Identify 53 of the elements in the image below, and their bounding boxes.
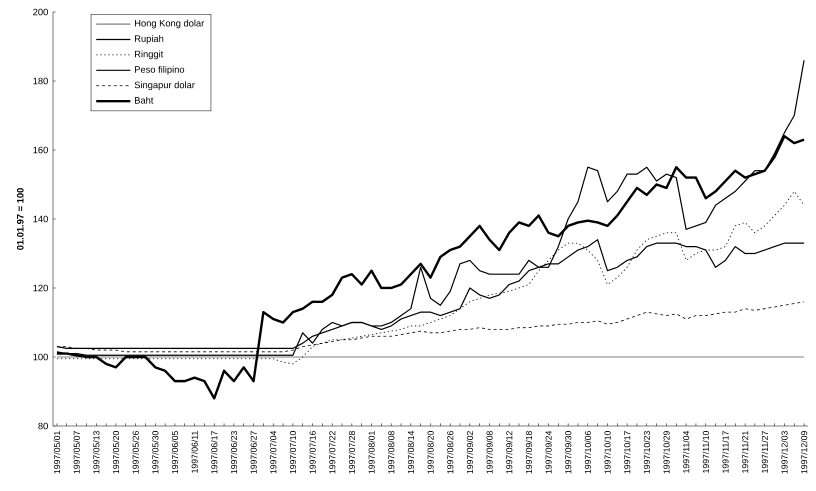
x-tick-label: 1997/06/27 — [250, 431, 257, 474]
legend-label: Peso filipino — [135, 66, 184, 75]
x-tick-label: 1997/06/11 — [191, 431, 198, 473]
x-tick-label: 1997/09/30 — [564, 431, 572, 474]
y-tick-label: 100 — [33, 354, 48, 360]
x-tick-label: 1997/11/17 — [722, 431, 729, 473]
y-tick-label: 200 — [33, 8, 48, 16]
x-tick-label: 1997/05/20 — [112, 431, 120, 474]
y-tick-label: 80 — [38, 422, 48, 430]
x-tick-label: 1997/05/13 — [93, 431, 100, 474]
x-tick-label: 1997/08/14 — [408, 430, 414, 474]
y-tick-label: 120 — [33, 284, 48, 292]
x-tick-label: 1997/07/28 — [348, 431, 356, 474]
x-tick-label: 1997/07/16 — [309, 431, 316, 474]
y-tick-label: 140 — [33, 216, 48, 222]
x-tick-label: 1997/09/24 — [545, 430, 552, 474]
legend-label: Hong Kong dolar — [135, 20, 204, 28]
x-tick-label: 1997/05/07 — [73, 431, 80, 474]
x-tick-label: 1997/05/30 — [152, 431, 158, 474]
x-tick-label: 1997/09/02 — [466, 431, 474, 474]
y-tick-label: 180 — [33, 78, 48, 84]
x-tick-label: 1997/10/06 — [584, 431, 591, 474]
x-tick-label: 1997/09/18 — [526, 431, 532, 474]
x-tick-label: 1997/12/09 — [800, 431, 808, 474]
y-tick-label: 160 — [33, 146, 48, 154]
x-tick-label: 1997/06/05 — [172, 431, 178, 474]
x-tick-label: 1997/08/20 — [427, 431, 434, 474]
x-tick-label: 1997/11/27 — [762, 431, 768, 473]
x-tick-label: 1997/10/29 — [663, 431, 670, 474]
x-tick-label: 1997/11/21 — [742, 431, 748, 473]
x-tick-label: 1997/08/01 — [368, 431, 375, 474]
x-tick-label: 1997/07/04 — [270, 430, 276, 474]
x-tick-label: 1997/10/10 — [604, 431, 611, 474]
x-tick-label: 1997/11/04 — [682, 430, 690, 473]
x-tick-label: 1997/06/17 — [211, 431, 218, 474]
x-tick-label: 1997/06/23 — [230, 431, 238, 474]
x-tick-label: 1997/11/10 — [702, 431, 709, 473]
x-tick-label: 1997/08/26 — [446, 431, 454, 474]
y-axis-title: 01.01.97 = 100 — [16, 188, 24, 250]
legend-label: Rupiah — [135, 35, 164, 44]
x-tick-label: 1997/09/08 — [486, 431, 493, 474]
x-tick-label: 1997/07/22 — [329, 431, 336, 474]
legend-label: Ringgit — [135, 50, 164, 60]
x-tick-label: 1997/05/26 — [132, 431, 139, 474]
x-tick-label: 1997/10/23 — [644, 431, 650, 474]
legend-label: Baht — [135, 96, 154, 104]
x-tick-label: 1997/12/03 — [781, 431, 788, 474]
legend-label: Singapur dolar — [134, 81, 195, 90]
x-tick-label: 1997/08/08 — [388, 431, 394, 474]
x-tick-label: 1997/09/12 — [506, 431, 512, 474]
x-tick-label: 1997/10/17 — [624, 431, 630, 474]
x-tick-label: 1997/05/01 — [54, 431, 60, 474]
x-tick-label: 1997/07/10 — [290, 431, 296, 474]
